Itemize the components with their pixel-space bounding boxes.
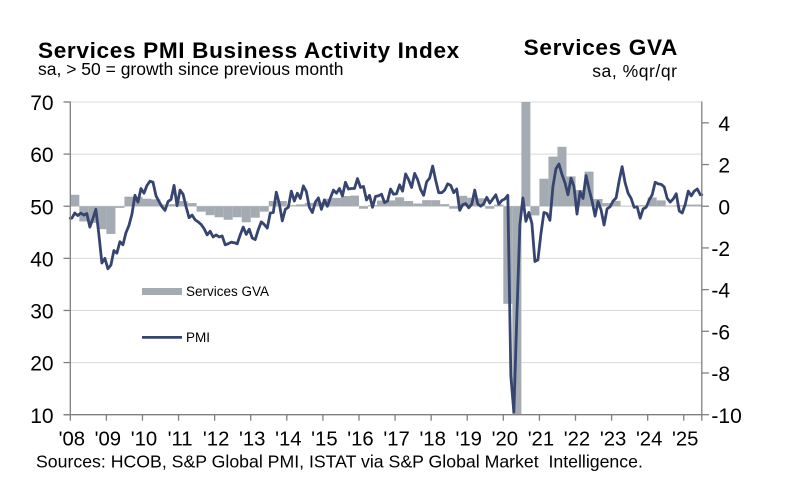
svg-text:30: 30 — [30, 301, 53, 324]
svg-text:'25: '25 — [672, 429, 698, 451]
svg-text:PMI: PMI — [186, 330, 210, 345]
svg-text:20: 20 — [30, 353, 53, 376]
svg-text:'18: '18 — [419, 429, 445, 451]
svg-text:'14: '14 — [275, 429, 301, 451]
svg-text:70: 70 — [30, 92, 53, 115]
svg-text:-10: -10 — [711, 405, 741, 428]
svg-text:'19: '19 — [456, 429, 482, 451]
svg-text:60: 60 — [30, 144, 53, 167]
svg-text:-6: -6 — [711, 321, 730, 344]
svg-text:Sources: HCOB, S&P Global PMI,: Sources: HCOB, S&P Global PMI, ISTAT via… — [36, 452, 643, 472]
svg-text:'21: '21 — [528, 429, 554, 451]
svg-text:'10: '10 — [131, 429, 157, 451]
svg-text:'17: '17 — [383, 429, 409, 451]
svg-text:40: 40 — [30, 248, 53, 271]
svg-text:'13: '13 — [239, 429, 265, 451]
svg-text:-4: -4 — [711, 280, 730, 303]
svg-text:'15: '15 — [311, 429, 337, 451]
svg-text:Services GVA: Services GVA — [186, 284, 269, 299]
svg-text:-8: -8 — [711, 363, 730, 386]
svg-text:'20: '20 — [492, 429, 518, 451]
svg-text:10: 10 — [30, 405, 53, 428]
svg-text:'22: '22 — [564, 429, 590, 451]
svg-text:4: 4 — [718, 113, 730, 136]
svg-text:'09: '09 — [95, 429, 121, 451]
svg-text:Services GVA: Services GVA — [524, 35, 678, 60]
svg-text:'12: '12 — [203, 429, 229, 451]
svg-text:0: 0 — [718, 196, 730, 219]
svg-text:sa, > 50 = growth since previo: sa, > 50 = growth since previous month — [38, 59, 343, 79]
svg-text:'11: '11 — [168, 429, 193, 451]
svg-text:-2: -2 — [711, 238, 730, 261]
svg-text:'16: '16 — [347, 429, 373, 451]
svg-text:2: 2 — [718, 155, 730, 178]
svg-text:'08: '08 — [59, 429, 85, 451]
svg-text:'23: '23 — [600, 429, 626, 451]
svg-text:50: 50 — [30, 196, 53, 219]
svg-text:sa, %qr/qr: sa, %qr/qr — [592, 61, 677, 81]
svg-text:'24: '24 — [636, 429, 662, 451]
